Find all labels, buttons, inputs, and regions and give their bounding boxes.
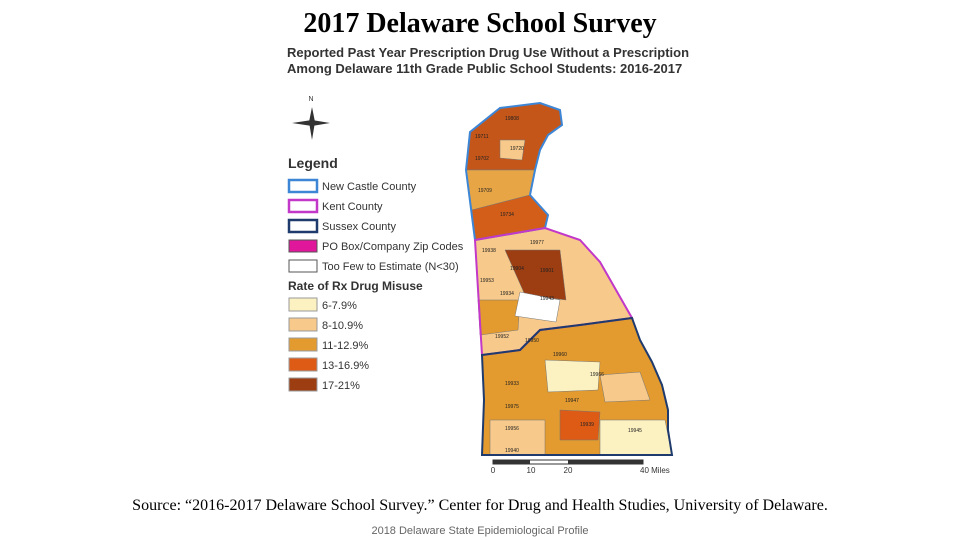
rate-item: 17-21% <box>322 380 360 392</box>
zip-label: 19702 <box>475 156 489 162</box>
rate-item: 13-16.9% <box>322 360 369 372</box>
scale-label: 0 <box>491 466 496 475</box>
zip-label: 19977 <box>530 240 544 246</box>
legend-swatch <box>288 337 318 352</box>
legend-item: Kent County <box>322 201 383 213</box>
legend-item: New Castle County <box>322 181 417 193</box>
region <box>599 419 673 456</box>
zip-label: 19709 <box>478 188 492 194</box>
north-label: N <box>308 96 313 103</box>
legend-title: Legend <box>288 155 338 171</box>
zip-label: 19950 <box>525 338 539 344</box>
legend-swatch <box>288 259 318 273</box>
legend-item: Too Few to Estimate (N<30) <box>322 261 459 273</box>
region <box>514 291 561 323</box>
zip-label: 19808 <box>505 116 519 122</box>
rate-item: 6-7.9% <box>322 300 357 312</box>
region <box>477 299 521 336</box>
map-heading: Reported Past Year Prescription Drug Use… <box>287 45 689 60</box>
region <box>544 359 601 393</box>
sussex-outline <box>480 316 674 456</box>
legend-swatch <box>288 297 318 312</box>
rate-item: 11-12.9% <box>322 340 368 352</box>
rate-title: Rate of Rx Drug Misuse <box>288 279 423 293</box>
delaware-map: 19808 19711 19720 19702 19709 19734 19977 19938… <box>464 101 674 456</box>
zip-label: 19975 <box>505 404 519 410</box>
zip-label: 19720 <box>510 146 524 152</box>
legend-swatch <box>288 357 318 372</box>
zip-label: 19904 <box>510 266 524 272</box>
region <box>559 409 601 441</box>
legend-swatch <box>287 218 319 234</box>
scale-label: 10 <box>527 466 536 475</box>
legend-swatch <box>288 239 318 253</box>
legend-item: PO Box/Company Zip Codes <box>322 241 464 253</box>
zip-label: 19956 <box>505 426 519 432</box>
rate-item: 8-10.9% <box>322 320 363 332</box>
zip-label: 19938 <box>482 248 496 254</box>
legend-swatch <box>288 377 318 392</box>
zip-label: 19943 <box>540 296 554 302</box>
zip-label: 19901 <box>540 268 554 274</box>
scale-label: 20 <box>564 466 573 475</box>
region <box>504 249 567 301</box>
zip-label: 19953 <box>480 278 494 284</box>
zip-label: 19734 <box>500 212 514 218</box>
scale-label: 40 Miles <box>640 466 670 475</box>
legend-swatch <box>287 178 319 194</box>
zip-label: 19945 <box>628 428 642 434</box>
map-heading: Among Delaware 11th Grade Public School … <box>287 61 682 76</box>
region <box>599 371 651 403</box>
zip-label: 19952 <box>495 334 509 340</box>
scale-bar-fill <box>493 460 530 464</box>
zip-label: 19960 <box>553 352 567 358</box>
legend-item: Sussex County <box>322 221 396 233</box>
zip-label: 19940 <box>505 448 519 454</box>
region <box>499 139 526 161</box>
zip-label: 19947 <box>565 398 579 404</box>
source: Source: “2016-2017 Delaware School Surve… <box>132 497 828 514</box>
scale-bar: 0 10 20 40 Miles <box>491 459 670 475</box>
zip-label: 19934 <box>500 291 514 297</box>
zip-label: 19933 <box>505 381 519 387</box>
slide-title: 2017 Delaware School Survey <box>303 8 656 39</box>
legend-swatch <box>288 317 318 332</box>
zip-label: 19966 <box>590 372 604 378</box>
zip-label: 19711 <box>475 134 489 140</box>
legend: Legend New Castle County Kent County Sus… <box>287 155 464 392</box>
compass: N <box>292 96 330 140</box>
footer: 2018 Delaware State Epidemiological Prof… <box>371 525 588 537</box>
scale-bar-fill <box>568 460 643 464</box>
legend-swatch <box>287 198 319 214</box>
zip-label: 19939 <box>580 422 594 428</box>
